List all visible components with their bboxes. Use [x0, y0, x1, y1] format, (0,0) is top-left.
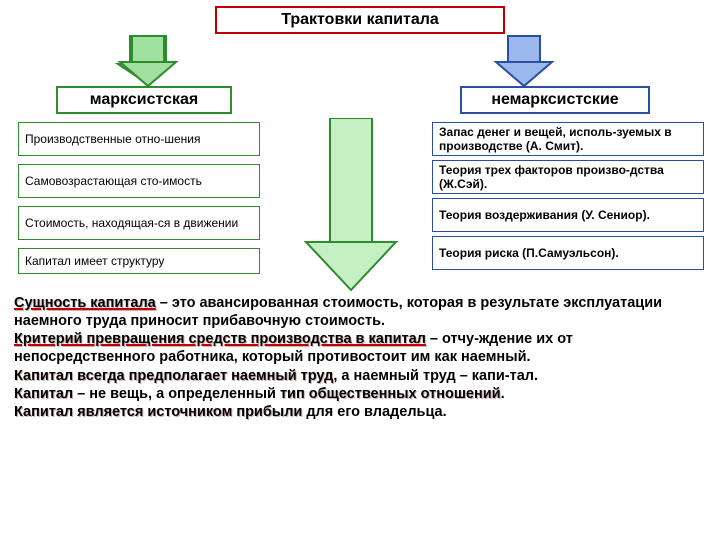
p5-a: Капитал является источником прибыли — [14, 404, 302, 420]
right-item-4-text: Теория риска (П.Самуэльсон). — [439, 246, 619, 260]
left-item-3: Стоимость, находящая-ся в движении — [18, 206, 260, 240]
left-item-2-text: Самовозрастающая сто-имость — [25, 174, 202, 188]
left-column-header: марксистская — [56, 86, 232, 114]
left-item-3-text: Стоимость, находящая-ся в движении — [25, 216, 238, 230]
right-item-2: Теория трех факторов произво-дства (Ж.Сэ… — [432, 160, 704, 194]
left-item-1: Производственные отно-шения — [18, 122, 260, 156]
center-down-arrow — [296, 118, 406, 294]
p5-b: для его владельца. — [302, 404, 446, 420]
right-item-3-text: Теория воздерживания (У. Сениор). — [439, 208, 650, 222]
left-item-2: Самовозрастающая сто-имость — [18, 164, 260, 198]
left-header-text: марксистская — [90, 91, 199, 109]
right-item-2-text: Теория трех факторов произво-дства (Ж.Сэ… — [439, 163, 697, 192]
p3-a: Капитал всегда предполагает наемный труд — [14, 368, 333, 384]
left-item-4-text: Капитал имеет структуру — [25, 254, 164, 268]
p2-lead: Критерий превращения средств производств… — [14, 331, 426, 347]
p4-d: . — [501, 386, 505, 402]
para-3: Капитал всегда предполагает наемный труд… — [14, 367, 708, 385]
right-header-text: немарксистские — [491, 91, 618, 109]
p1-lead: Сущность капитала — [14, 295, 156, 311]
para-4: Капитал – не вещь, а определенный тип об… — [14, 385, 708, 403]
right-column-header: немарксистские — [460, 86, 650, 114]
right-item-4: Теория риска (П.Самуэльсон). — [432, 236, 704, 270]
p4-c: тип общественных отношений — [280, 386, 501, 402]
para-2: Критерий превращения средств производств… — [14, 330, 708, 366]
p3-b: , а наемный труд – капи-тал. — [333, 368, 538, 384]
p4-b: – не вещь, а определенный — [73, 386, 280, 402]
para-5: Капитал является источником прибыли для … — [14, 403, 708, 421]
p4-a: Капитал — [14, 386, 73, 402]
body-text-block: Сущность капитала – это авансированная с… — [14, 294, 708, 421]
left-item-1-text: Производственные отно-шения — [25, 132, 200, 146]
right-item-1: Запас денег и вещей, исполь-зуемых в про… — [432, 122, 704, 156]
right-item-3: Теория воздерживания (У. Сениор). — [432, 198, 704, 232]
right-item-1-text: Запас денег и вещей, исполь-зуемых в про… — [439, 125, 697, 154]
para-1: Сущность капитала – это авансированная с… — [14, 294, 708, 330]
left-item-4: Капитал имеет структуру — [18, 248, 260, 274]
